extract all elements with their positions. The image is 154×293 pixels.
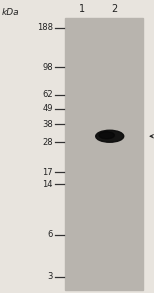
Text: 49: 49 <box>42 104 53 113</box>
Text: 38: 38 <box>42 120 53 129</box>
Text: 62: 62 <box>42 90 53 99</box>
Text: 98: 98 <box>42 63 53 71</box>
Text: 3: 3 <box>47 272 53 281</box>
Ellipse shape <box>96 130 124 142</box>
Text: 14: 14 <box>42 180 53 188</box>
Text: 28: 28 <box>42 138 53 147</box>
Bar <box>65 18 143 290</box>
Ellipse shape <box>99 132 114 139</box>
Text: 1: 1 <box>79 4 85 14</box>
Text: kDa: kDa <box>2 8 20 17</box>
Text: 6: 6 <box>47 230 53 239</box>
Text: 188: 188 <box>37 23 53 33</box>
Text: 17: 17 <box>42 168 53 177</box>
Text: 2: 2 <box>112 4 118 14</box>
